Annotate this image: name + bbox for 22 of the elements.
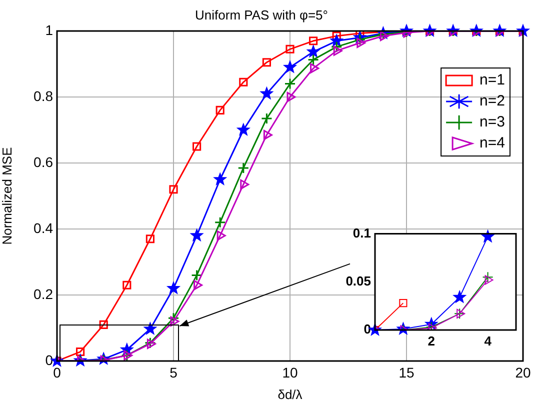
- y-tick-label: 1: [45, 22, 54, 38]
- legend-label: n=3: [480, 114, 506, 131]
- y-tick-label: 0.1: [352, 225, 371, 240]
- x-tick-label: 15: [398, 364, 414, 380]
- y-tick-label: 0.6: [34, 154, 54, 170]
- y-tick-label: 0: [364, 322, 371, 337]
- y-axis-title: Normalized MSE: [0, 146, 14, 245]
- y-tick-label: 0.8: [34, 88, 54, 104]
- x-tick-label: 5: [170, 364, 178, 380]
- x-tick-label: 2: [428, 333, 436, 348]
- y-tick-label: 0.05: [346, 273, 371, 288]
- x-axis-title: δd/λ: [278, 386, 303, 402]
- y-tick-label: 0: [45, 352, 54, 368]
- chart-title: Uniform PAS with φ=5°: [195, 7, 328, 22]
- legend-label: n=2: [480, 92, 506, 110]
- y-tick-label: 0.4: [34, 220, 54, 236]
- legend-label: n=4: [480, 134, 506, 152]
- y-tick-label: 0.2: [34, 286, 54, 302]
- x-tick-label: 20: [515, 364, 531, 380]
- x-tick-label: 10: [282, 364, 298, 380]
- x-tick-label: 4: [484, 333, 492, 348]
- legend-label: n=1: [480, 72, 506, 89]
